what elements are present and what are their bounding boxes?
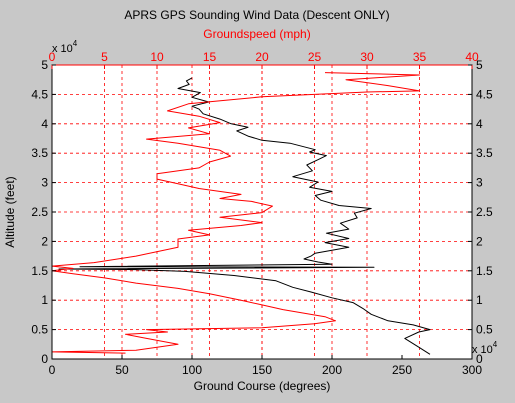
left-tick-label: 2.5 bbox=[31, 205, 48, 219]
top-tick-label: 15 bbox=[203, 50, 217, 64]
top-tick-label: 35 bbox=[413, 50, 427, 64]
chart-title: APRS GPS Sounding Wind Data (Descent ONL… bbox=[124, 8, 389, 22]
top-axis-label: Groundspeed (mph) bbox=[203, 27, 310, 41]
right-tick-label: 1.5 bbox=[476, 264, 493, 278]
bottom-right-multiplier: x 104 bbox=[472, 340, 498, 356]
right-tick-label: 5 bbox=[476, 58, 483, 72]
bottom-tick-label: 300 bbox=[462, 363, 482, 377]
bottom-tick-label: 100 bbox=[182, 363, 202, 377]
right-tick-label: 0 bbox=[476, 352, 483, 366]
left-tick-label: 4.5 bbox=[31, 87, 48, 101]
left-tick-label: 1 bbox=[41, 293, 48, 307]
left-tick-label: 1.5 bbox=[31, 264, 48, 278]
bottom-tick-label: 250 bbox=[392, 363, 412, 377]
top-tick-label: 5 bbox=[101, 50, 108, 64]
bottom-tick-label: 150 bbox=[252, 363, 272, 377]
right-tick-label: 4.5 bbox=[476, 87, 493, 101]
bottom-tick-label: 0 bbox=[49, 363, 56, 377]
right-tick-label: 3 bbox=[476, 176, 483, 190]
top-tick-label: 40 bbox=[465, 50, 479, 64]
bottom-axis-label: Ground Course (degrees) bbox=[194, 379, 331, 393]
top-tick-label: 30 bbox=[360, 50, 374, 64]
top-tick-label: 10 bbox=[150, 50, 164, 64]
left-tick-label: 0.5 bbox=[31, 323, 48, 337]
series-line-top bbox=[51, 72, 420, 354]
right-tick-label: 3.5 bbox=[476, 146, 493, 160]
left-tick-label: 0 bbox=[41, 352, 48, 366]
left-tick-label: 4 bbox=[41, 117, 48, 131]
left-tick-label: 3.5 bbox=[31, 146, 48, 160]
bottom-tick-label: 200 bbox=[322, 363, 342, 377]
right-tick-label: 0.5 bbox=[476, 323, 493, 337]
top-tick-label: 20 bbox=[255, 50, 269, 64]
multiplier-exponent: 4 bbox=[493, 340, 498, 349]
right-tick-label: 4 bbox=[476, 117, 483, 131]
grid bbox=[52, 65, 472, 359]
right-tick-label: 2.5 bbox=[476, 205, 493, 219]
top-tick-label: 25 bbox=[308, 50, 322, 64]
left-tick-label: 2 bbox=[41, 234, 48, 248]
multiplier-base: x 10 bbox=[472, 344, 493, 356]
y-axis-label-left: Altitude (feet) bbox=[3, 176, 17, 247]
right-tick-label: 2 bbox=[476, 234, 483, 248]
left-tick-label: 3 bbox=[41, 176, 48, 190]
left-tick-label: 5 bbox=[41, 58, 48, 72]
series-layer bbox=[51, 72, 431, 355]
top-left-multiplier: x 104 bbox=[52, 39, 78, 55]
series-line-bottom bbox=[58, 77, 431, 355]
multiplier-base: x 10 bbox=[52, 43, 73, 55]
bottom-tick-label: 50 bbox=[115, 363, 129, 377]
right-tick-label: 1 bbox=[476, 293, 483, 307]
multiplier-exponent: 4 bbox=[73, 39, 78, 48]
top-tick-label: 0 bbox=[49, 50, 56, 64]
